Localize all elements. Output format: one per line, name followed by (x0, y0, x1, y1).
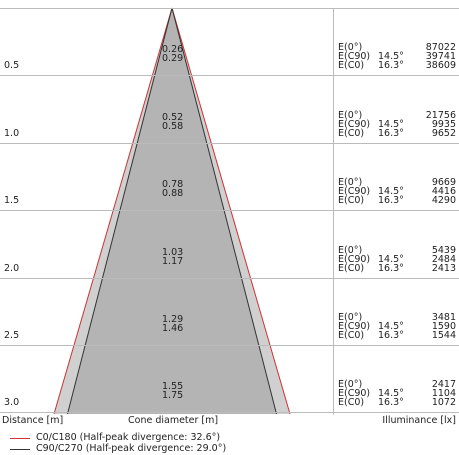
illuminance-label-c0: E(C0) (338, 60, 365, 72)
angle-c0: 16.3° (378, 60, 404, 72)
illuminance-label-c90: E(C90) (338, 118, 371, 130)
illuminance-label-e0: E(0°) (338, 42, 363, 54)
angle-c90: 14.5° (378, 186, 404, 198)
illuminance-label-c0: E(C0) (338, 195, 365, 207)
angle-c0: 16.3° (378, 397, 404, 409)
illuminance-value-e0: 5439 (431, 244, 456, 256)
illuminance-value-c0: 4290 (431, 195, 456, 207)
illuminance-label-c90: E(C90) (338, 51, 371, 63)
cone-diameter-c90: 1.75 (162, 390, 184, 402)
angle-c90: 14.5° (378, 118, 404, 130)
angle-c0: 16.3° (378, 195, 404, 207)
illuminance-value-c0: 2413 (431, 262, 456, 274)
distance-tick-label: 1.0 (4, 127, 20, 139)
distance-tick-label: 2.5 (4, 330, 20, 341)
illuminance-label-e0: E(0°) (338, 177, 363, 189)
illuminance-label-c90: E(C90) (338, 186, 371, 198)
distance-tick-label: 1.5 (4, 195, 20, 207)
illuminance-value-c90: 1590 (431, 321, 456, 332)
angle-c90: 14.5° (378, 253, 404, 265)
y-axis-label: Distance [m] (2, 415, 64, 426)
cone-diameter-c90: 0.29 (162, 53, 184, 65)
illuminance-value-c0: 9652 (431, 127, 456, 139)
illuminance-value-c0: 1544 (431, 330, 456, 341)
legend-entry-label: C0/C180 (Half-peak divergence: 32.6°) (36, 432, 221, 443)
cone-diameter-c0: 1.29 (162, 314, 184, 325)
illuminance-label-c0: E(C0) (338, 330, 365, 341)
illuminance-value-c90: 1104 (431, 388, 456, 400)
illuminance-value-e0: 3481 (431, 312, 456, 323)
angle-c0: 16.3° (378, 127, 404, 139)
illuminance-value-e0: 9669 (431, 177, 456, 189)
cone-diameter-c90: 0.58 (162, 120, 184, 132)
illuminance-label-c0: E(C0) (338, 262, 365, 274)
angle-c0: 16.3° (378, 262, 404, 274)
illuminance-value-c90: 9935 (431, 118, 456, 130)
angle-c0: 16.3° (378, 330, 404, 341)
illuminance-value-c90: 39741 (425, 51, 456, 63)
cone-diameter-c90: 0.88 (162, 188, 184, 200)
angle-c90: 14.5° (378, 388, 404, 400)
illuminance-value-c0: 38609 (425, 60, 456, 72)
illuminance-value-c0: 1072 (431, 397, 456, 409)
cone-diameter-c90: 1.17 (162, 255, 184, 267)
illuminance-label-e0: E(0°) (338, 312, 363, 323)
cone-diameter-c0: 0.26 (162, 44, 184, 56)
distance-tick-label: 0.5 (4, 60, 20, 72)
illuminance-label-c90: E(C90) (338, 388, 371, 400)
x-axis-label: Cone diameter [m] (128, 415, 219, 426)
illuminance-value-c90: 2484 (431, 253, 456, 265)
illuminance-label-e0: E(0°) (338, 109, 363, 121)
illuminance-label-e0: E(0°) (338, 379, 363, 391)
illuminance-label: Illuminance [lx] (382, 415, 456, 426)
illuminance-value-e0: 87022 (425, 42, 456, 54)
illuminance-label-c90: E(C90) (338, 253, 371, 265)
angle-c90: 14.5° (378, 51, 404, 63)
cone-diameter-c0: 1.03 (162, 246, 184, 258)
angle-c90: 14.5° (378, 321, 404, 332)
illuminance-label-c0: E(C0) (338, 397, 365, 409)
cone-diameter-c0: 0.52 (162, 111, 184, 123)
illuminance-value-e0: 21756 (425, 109, 456, 121)
legend-entry-label: C90/C270 (Half-peak divergence: 29.0°) (36, 443, 227, 454)
legend-swatch (10, 449, 30, 450)
legend-swatch (10, 438, 30, 439)
illuminance-label-e0: E(0°) (338, 244, 363, 256)
illuminance-label-c0: E(C0) (338, 127, 365, 139)
illuminance-label-c90: E(C90) (338, 321, 371, 332)
cone-diameter-c0: 1.55 (162, 381, 184, 393)
cone-diameter-c90: 1.46 (162, 323, 184, 334)
cone-diameter-c0: 0.78 (162, 179, 184, 191)
illuminance-value-e0: 2417 (431, 379, 456, 391)
distance-tick-label: 2.0 (4, 262, 20, 274)
distance-tick-label: 3.0 (4, 397, 20, 409)
illuminance-value-c90: 4416 (431, 186, 456, 198)
